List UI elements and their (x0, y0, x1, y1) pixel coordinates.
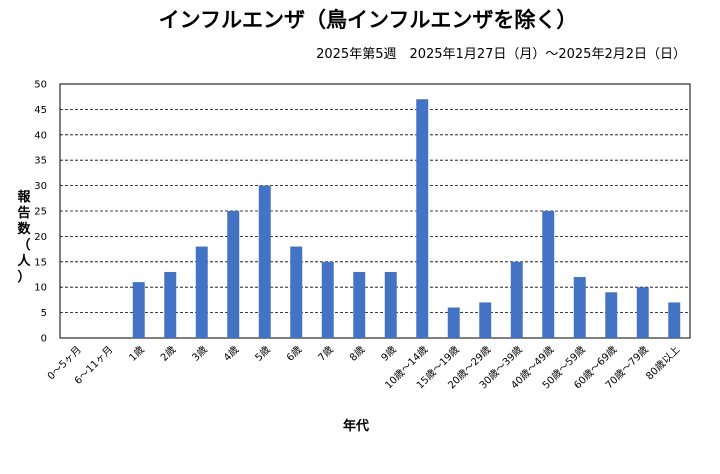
y-axis-title-char: 告 (17, 205, 30, 221)
x-tick-label: 2歳 (158, 344, 178, 364)
x-tick-label: 5歳 (253, 344, 273, 364)
bar (510, 261, 523, 338)
y-tick-label: 25 (34, 207, 47, 218)
bar (542, 211, 555, 338)
bar (132, 282, 145, 338)
x-tick-label: 3歳 (190, 344, 210, 364)
x-tick-label: 1歳 (127, 344, 147, 364)
x-axis-title: 年代 (343, 418, 369, 434)
y-axis-title-char: 報 (17, 189, 31, 205)
bar (384, 271, 397, 338)
y-tick-label: 50 (34, 80, 47, 91)
y-tick-label: 15 (34, 257, 47, 268)
bar (321, 261, 334, 338)
y-tick-label: 5 (41, 308, 47, 319)
y-tick-label: 45 (34, 105, 47, 116)
x-tick-label: 8歳 (347, 344, 367, 364)
bar (636, 287, 649, 338)
bar (227, 211, 240, 338)
y-tick-label: 0 (41, 334, 47, 345)
x-tick-label: 9歳 (379, 344, 399, 364)
bar (195, 246, 208, 338)
chart-subtitle: 2025年第5週 2025年1月27日（月）～2025年2月2日（日） (316, 47, 686, 62)
y-axis-title-char: ） (17, 269, 30, 285)
y-tick-label: 10 (34, 283, 47, 294)
y-tick-label: 30 (34, 181, 47, 192)
bar (290, 246, 303, 338)
y-axis-title-char: 人 (17, 253, 31, 269)
x-tick-label: 7歳 (316, 344, 336, 364)
y-axis-title-char: （ (17, 237, 30, 253)
chart-title: インフルエンザ（鳥インフルエンザを除く） (159, 8, 578, 32)
x-tick-label: 4歳 (221, 344, 241, 364)
bar (605, 292, 618, 338)
y-tick-label: 35 (34, 156, 47, 167)
bar (164, 271, 177, 338)
y-axis-title-char: 数 (17, 221, 31, 237)
y-tick-label: 20 (34, 232, 47, 243)
bar (668, 302, 681, 338)
y-axis-title: 報告数（人） (17, 189, 31, 285)
bar (447, 307, 460, 338)
bar (573, 277, 586, 338)
bar (416, 99, 429, 339)
bar (353, 271, 366, 338)
x-tick-label: 80歳以上 (644, 344, 683, 383)
bar (258, 185, 271, 338)
y-tick-label: 40 (34, 130, 47, 141)
bar (479, 302, 492, 338)
x-tick-label: 6歳 (284, 344, 304, 364)
